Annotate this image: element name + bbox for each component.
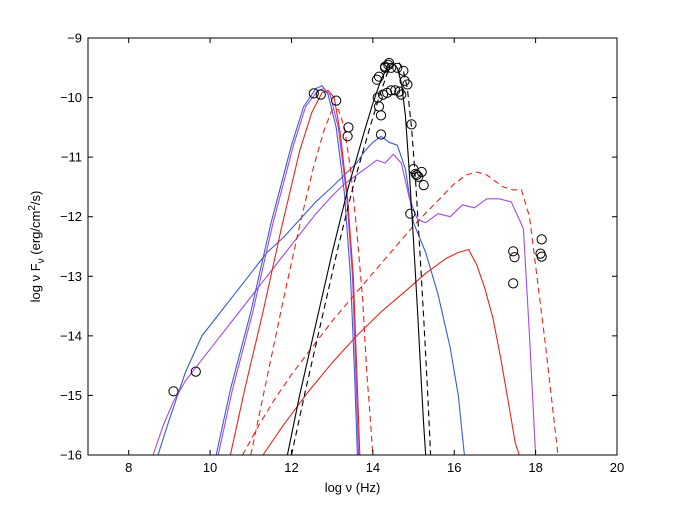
y-axis-label-subscript: ν — [36, 258, 47, 263]
series-layer — [152, 62, 559, 456]
y-axis-label-suffix: /s) — [28, 191, 43, 205]
data-point — [418, 180, 429, 191]
data-point — [386, 62, 397, 73]
data-point — [380, 61, 391, 72]
series-line-blue-0 — [157, 135, 465, 456]
data-point — [308, 88, 319, 99]
data-point — [371, 74, 382, 85]
data-point — [168, 386, 179, 397]
data-point — [396, 89, 407, 100]
data-point — [416, 166, 427, 178]
y-tick-label: −14 — [60, 328, 82, 343]
data-point — [375, 129, 387, 140]
x-tick-label: 12 — [284, 460, 298, 475]
data-point — [536, 251, 547, 262]
data-point — [190, 366, 201, 377]
data-point — [383, 59, 394, 70]
series-line-red-6 — [262, 248, 520, 456]
data-point — [398, 65, 409, 76]
y-axis-label-superscript: 2 — [27, 205, 38, 211]
data-point — [342, 131, 353, 142]
data-point — [394, 86, 405, 97]
x-tick-label: 20 — [610, 460, 624, 475]
data-point — [536, 234, 547, 245]
x-tick-label: 10 — [203, 460, 217, 475]
x-tick-label: 18 — [528, 460, 542, 475]
data-point — [384, 57, 395, 69]
x-tick-label: 14 — [366, 460, 380, 475]
y-tick-label: −12 — [60, 209, 82, 224]
series-line-black-dashed-9 — [290, 62, 432, 456]
plot-frame — [87, 37, 618, 456]
data-point — [410, 168, 421, 179]
data-point — [375, 110, 387, 121]
data-point — [399, 75, 410, 87]
series-line-red-dashed-5 — [250, 108, 374, 456]
data-point — [508, 278, 519, 289]
data-point — [315, 89, 326, 100]
x-axis-label: log ν (Hz) — [325, 480, 381, 495]
data-point — [406, 119, 417, 130]
y-axis-label-mid: (erg/cm — [28, 211, 43, 259]
x-tick-label: 16 — [447, 460, 461, 475]
data-point — [509, 252, 520, 263]
data-point — [373, 71, 385, 82]
data-point — [392, 62, 403, 73]
data-point — [373, 101, 385, 112]
data-point — [411, 169, 422, 181]
y-tick-label: −11 — [61, 150, 82, 165]
y-axis-label: log ν Fν (erg/cm2/s) — [27, 191, 47, 303]
series-line-purple-1 — [152, 153, 537, 456]
data-point — [386, 85, 397, 96]
data-point — [405, 208, 416, 219]
ticks-layer: 8 10 12 14 16 18 20 −9 −10 −11 −12 −13 −14 −15 −16 — [60, 31, 624, 476]
series-line-purple-3 — [217, 88, 360, 456]
x-tick-label: 8 — [125, 460, 132, 475]
y-tick-label: −13 — [60, 269, 82, 284]
y-axis-label-prefix: log ν F — [28, 263, 43, 302]
y-tick-label: −9 — [67, 31, 82, 46]
data-point — [343, 122, 354, 133]
data-point — [331, 95, 342, 106]
data-point — [402, 79, 413, 90]
series-line-red-dashed-7 — [242, 171, 559, 456]
y-tick-label: −10 — [60, 90, 82, 105]
y-tick-label: −15 — [60, 388, 82, 403]
data-point — [508, 246, 519, 257]
y-tick-label: −16 — [60, 448, 82, 463]
series-line-red-4 — [229, 89, 361, 456]
series-line-blue-2 — [215, 85, 358, 456]
observed-points-layer — [168, 57, 547, 397]
